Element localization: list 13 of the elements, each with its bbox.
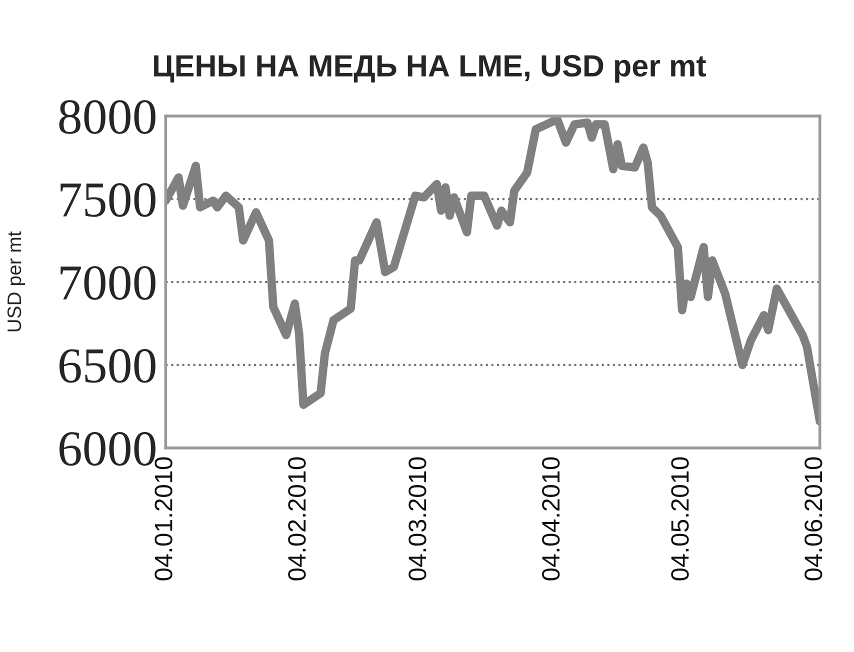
chart-title: ЦЕНЫ НА МЕДЬ НА LME, USD per mt (154, 55, 706, 83)
y-tick-label: 7500 (60, 183, 156, 217)
y-tick-label: 8000 (59, 100, 156, 134)
y-tick-label: 6500 (59, 349, 156, 383)
x-tick-label: 04.04.2010 (542, 457, 560, 580)
y-axis-title: USD per mt (7, 231, 26, 332)
x-tick-label: 04.06.2010 (804, 457, 822, 580)
x-tick-label: 04.02.2010 (288, 457, 306, 580)
x-tick-label: 04.03.2010 (408, 457, 426, 580)
x-tick-label: 04.01.2010 (154, 457, 172, 580)
y-tick-label: 7000 (60, 266, 156, 300)
x-tick-label: 04.05.2010 (671, 457, 689, 580)
y-tick-label: 6000 (59, 432, 156, 466)
